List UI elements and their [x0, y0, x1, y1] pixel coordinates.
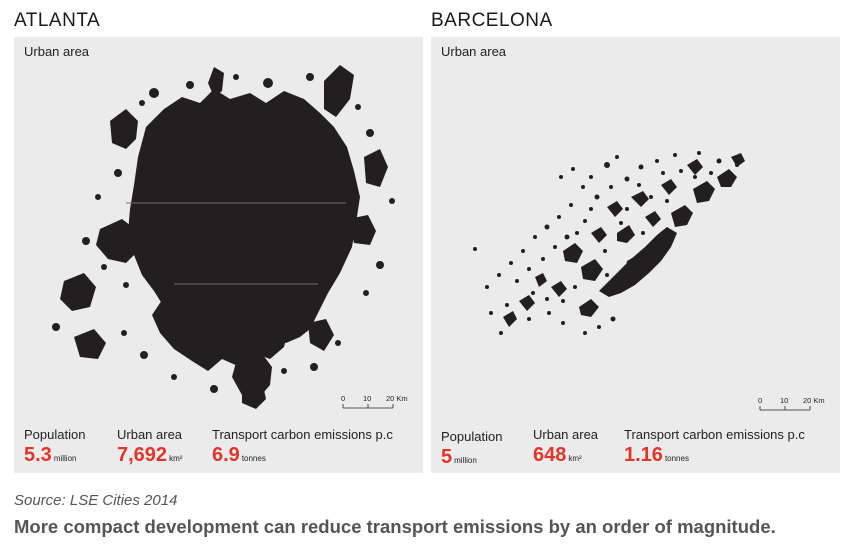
- stat-population-barcelona: Population 5 million: [441, 429, 502, 469]
- stat-value: 5: [441, 446, 453, 468]
- stat-unit: km²: [169, 454, 183, 463]
- stat-urban-area-atlanta: Urban area 7,692 km²: [117, 427, 182, 467]
- stat-value: 1.16: [624, 444, 663, 466]
- scale-tick-20: 20 Km: [803, 396, 825, 405]
- stat-value: 648: [533, 444, 567, 466]
- headline: More compact development can reduce tran…: [14, 516, 776, 537]
- stat-unit: tonnes: [241, 454, 266, 463]
- stat-urban-area-barcelona: Urban area 648 km²: [533, 427, 598, 467]
- stat-population-atlanta: Population 5.3 million: [24, 427, 85, 467]
- stat-label: Population: [24, 427, 86, 442]
- city-title-barcelona: BARCELONA: [431, 10, 553, 31]
- stat-unit: km²: [568, 454, 582, 463]
- scale-tick-10: 10: [780, 396, 789, 405]
- source-credit: Source: LSE Cities 2014: [14, 492, 178, 509]
- scale-bar-barcelona: 0 10 20 Km: [758, 396, 828, 416]
- city-title-atlanta: ATLANTA: [14, 10, 101, 31]
- stat-emissions-atlanta: Transport carbon emissions p.c 6.9 tonnes: [212, 427, 393, 467]
- stat-label: Transport carbon emissions p.c: [624, 427, 805, 442]
- stat-emissions-barcelona: Transport carbon emissions p.c 1.16 tonne…: [624, 427, 805, 467]
- stat-label: Urban area: [533, 427, 599, 442]
- stat-label: Population: [441, 429, 503, 444]
- stat-value: 7,692: [117, 444, 168, 466]
- scale-tick-10: 10: [363, 394, 372, 403]
- stat-label: Urban area: [117, 427, 183, 442]
- stat-unit: million: [454, 456, 477, 465]
- stat-value: 5.3: [24, 444, 52, 466]
- scale-tick-0: 0: [758, 396, 763, 405]
- scale-bar-atlanta: 0 10 20 Km: [341, 394, 411, 414]
- map-label-barcelona: Urban area: [441, 44, 507, 59]
- urban-area-map-atlanta: [52, 65, 395, 409]
- urban-area-map-barcelona: [473, 151, 745, 335]
- map-label-atlanta: Urban area: [24, 44, 90, 59]
- stat-unit: million: [53, 454, 77, 463]
- scale-tick-0: 0: [341, 394, 346, 403]
- stat-value: 6.9: [212, 444, 240, 466]
- scale-tick-20: 20 Km: [386, 394, 408, 403]
- stat-unit: tonnes: [664, 454, 689, 463]
- map-panel-barcelona: Urban area 0 10 20 Km Population 5 millio…: [431, 37, 840, 473]
- map-panel-atlanta: Urban area 0 10 20 Km Population 5.3 mill…: [14, 37, 423, 473]
- stat-label: Transport carbon emissions p.c: [212, 427, 393, 442]
